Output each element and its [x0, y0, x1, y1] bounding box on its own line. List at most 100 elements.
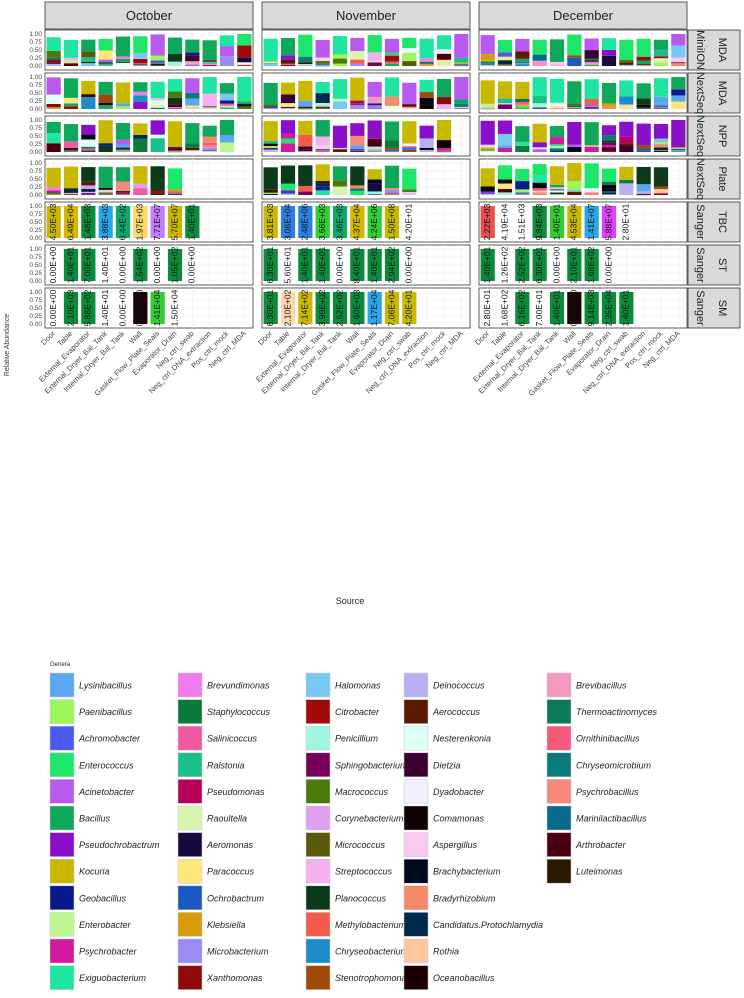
bar-segment	[133, 82, 148, 92]
bar-segment	[367, 52, 382, 62]
legend-swatch	[49, 938, 75, 964]
row-label: MDA	[716, 81, 728, 106]
bar-segment	[454, 64, 469, 66]
bar-segment	[636, 191, 651, 194]
bar-segment	[402, 149, 417, 152]
bar-segment	[298, 146, 313, 150]
count-bar	[263, 206, 278, 238]
bar-segment	[454, 106, 469, 108]
legend-label: Psychrobacillus	[576, 787, 639, 797]
bar-segment	[497, 81, 513, 99]
count-bar	[350, 292, 365, 324]
bar-segment	[167, 97, 183, 105]
bar-segment	[315, 39, 330, 58]
count-bar	[601, 292, 617, 324]
bar-segment	[402, 189, 417, 193]
count-bar	[298, 206, 313, 238]
bar-segment	[133, 188, 148, 195]
bar-segment	[202, 102, 217, 107]
bar-segment	[601, 185, 617, 189]
bar-segment	[46, 133, 61, 144]
bar-segment	[367, 149, 382, 151]
bar-segment	[133, 63, 148, 65]
bar-segment	[63, 106, 79, 109]
month-label: October	[126, 8, 173, 23]
bar-segment	[532, 39, 547, 55]
bar-segment	[133, 166, 148, 184]
bar-segment	[150, 60, 165, 63]
legend-swatch	[305, 672, 331, 698]
bar-segment	[350, 107, 365, 109]
count-label: 1.40E+01	[317, 246, 327, 283]
count-bar	[263, 249, 278, 281]
bar-segment	[515, 104, 530, 107]
bar-segment	[237, 45, 252, 58]
bar-segment	[280, 107, 296, 109]
legend-label: Stenotrophomonas	[335, 973, 412, 983]
bar-segment	[497, 179, 513, 184]
bar-segment	[567, 105, 582, 108]
bar-segment	[567, 190, 582, 192]
bar-segment	[619, 104, 634, 106]
bar-segment	[584, 105, 599, 106]
bar-segment	[202, 62, 217, 65]
bar-segment	[653, 39, 669, 50]
bar-segment	[601, 103, 617, 107]
bar-segment	[636, 56, 651, 61]
bar-segment	[601, 140, 617, 143]
bar-segment	[263, 148, 278, 150]
bar-segment	[549, 144, 565, 147]
bar-segment	[601, 125, 617, 136]
y-tick-label: 1.00	[29, 203, 42, 210]
bar-segment	[601, 192, 617, 195]
bar-segment	[480, 80, 495, 104]
y-tick-label: 0.25	[29, 55, 42, 62]
bar-segment	[497, 183, 513, 190]
bar-segment	[515, 62, 530, 65]
bar-segment	[81, 51, 96, 58]
count-label: 1.40E+01	[369, 246, 379, 283]
bar-segment	[150, 34, 165, 56]
count-bar	[549, 206, 565, 238]
bar-segment	[185, 106, 200, 109]
legend-swatch	[177, 725, 203, 751]
bar-segment	[332, 186, 348, 195]
bar-segment	[436, 59, 452, 62]
bar-segment	[350, 166, 365, 186]
bar-segment	[298, 149, 313, 152]
bar-segment	[567, 107, 582, 108]
bar-segment	[671, 62, 686, 64]
bar-segment	[98, 102, 113, 106]
count-label: 0.00E+00	[187, 246, 197, 283]
bar-segment	[653, 186, 669, 190]
y-tick-label: 1.00	[29, 160, 42, 167]
count-label: 1.40E+01	[65, 246, 75, 283]
count-label: 1.17E+04	[369, 289, 379, 326]
bar-segment	[549, 184, 565, 188]
bar-segment	[436, 148, 452, 151]
bar-segment	[115, 181, 131, 191]
count-label: 1.51E+03	[517, 203, 527, 240]
count-bar	[98, 292, 113, 324]
count-label: 6.30E+01	[265, 246, 275, 283]
bar-segment	[98, 187, 113, 190]
bar-segment	[601, 106, 617, 109]
bar-segment	[98, 193, 113, 195]
bar-segment	[81, 148, 96, 151]
bar-segment	[81, 139, 96, 147]
row-label: NextSeq	[694, 115, 706, 157]
bar-segment	[584, 163, 599, 189]
count-bar	[98, 206, 113, 238]
legend-label: Pseudochrobactrum	[79, 840, 160, 850]
bar-segment	[81, 146, 96, 149]
bar-segment	[133, 58, 148, 64]
bar-segment	[63, 149, 79, 151]
bar-segment	[98, 61, 113, 65]
legend-swatch	[403, 938, 429, 964]
legend-label: Micrococcus	[335, 840, 386, 850]
count-bar	[402, 206, 417, 238]
legend-swatch	[177, 912, 203, 937]
bar-segment	[167, 91, 183, 98]
bar-segment	[81, 192, 96, 195]
bar-segment	[298, 63, 313, 66]
